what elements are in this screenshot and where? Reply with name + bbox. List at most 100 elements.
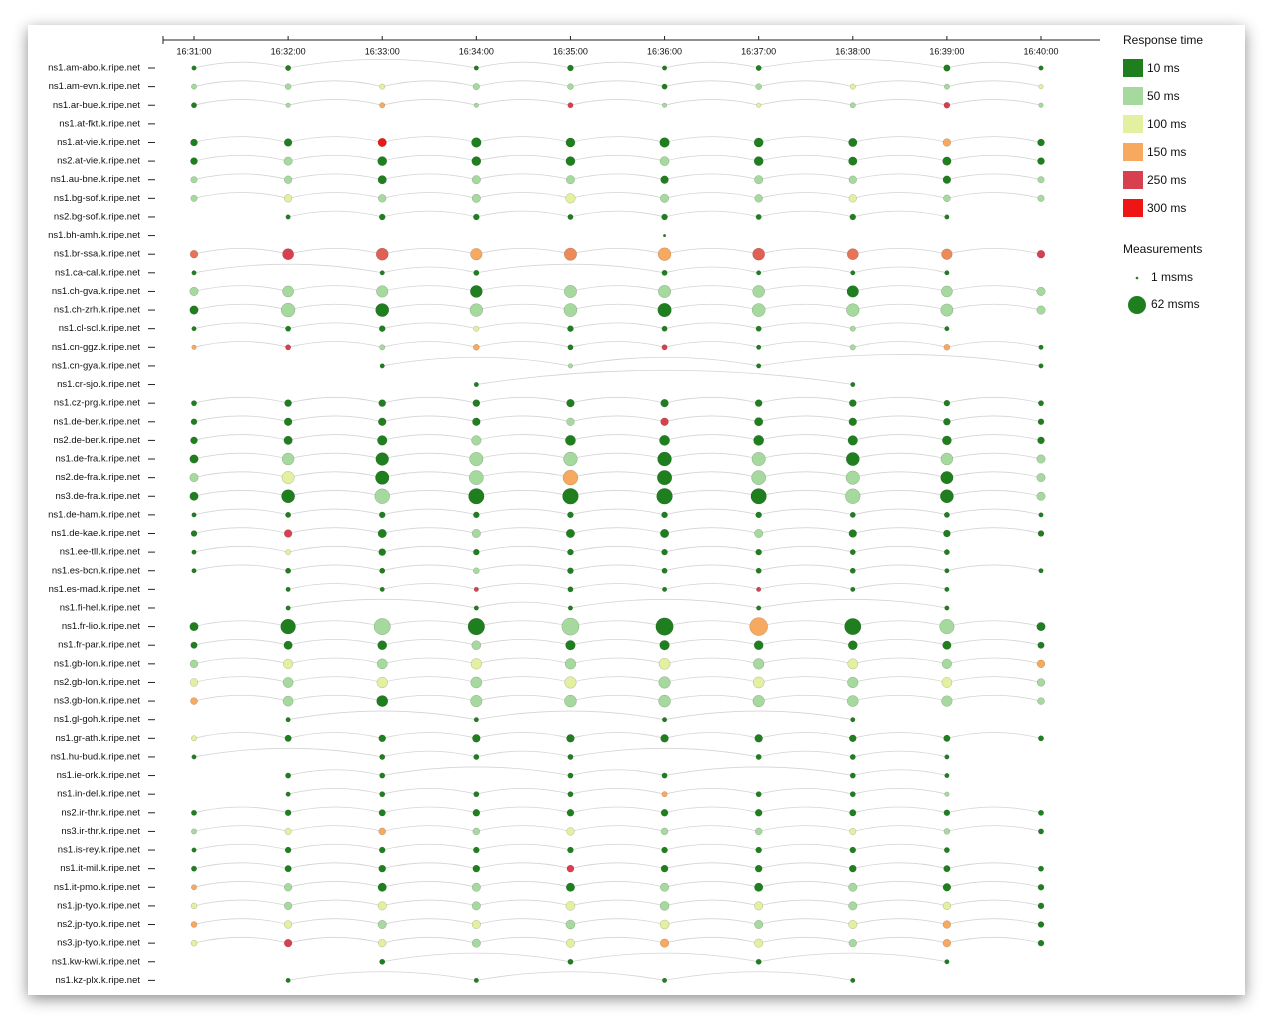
dot	[566, 734, 575, 743]
dot	[754, 882, 764, 892]
flow-arc	[946, 341, 1042, 348]
dot	[755, 753, 762, 760]
flow-arc	[288, 676, 383, 683]
flow-arc	[664, 971, 853, 981]
flow-arc	[476, 210, 571, 218]
dot	[378, 511, 386, 519]
legend-swatch	[1123, 87, 1143, 105]
dot	[850, 977, 856, 983]
dot	[377, 528, 387, 539]
flow-arc	[382, 862, 477, 870]
dot	[567, 548, 574, 556]
dot	[282, 695, 294, 707]
dot	[378, 399, 386, 407]
flow-arc	[476, 192, 571, 199]
flow-arc	[758, 266, 853, 274]
flow-arc	[852, 787, 947, 795]
flow-arc	[664, 508, 759, 516]
flow-arc	[570, 676, 665, 683]
row-label: ns1.gl-goh.k.ripe.net	[54, 714, 140, 725]
dot	[755, 325, 762, 332]
dot	[754, 528, 764, 539]
flow-arc	[852, 490, 947, 497]
flow-arc	[664, 247, 759, 255]
dot	[471, 175, 481, 185]
dot	[942, 640, 952, 650]
dot	[751, 451, 766, 467]
dot	[285, 567, 292, 574]
dot	[849, 753, 856, 760]
row-label: ns1.cl-scl.k.ripe.net	[59, 323, 141, 334]
dot	[661, 213, 668, 221]
flow-arc	[476, 732, 571, 739]
dot	[753, 156, 764, 166]
dot	[473, 846, 480, 854]
flow-arc	[570, 341, 665, 348]
dot	[379, 363, 385, 369]
dot	[473, 753, 480, 760]
dot	[1036, 305, 1046, 315]
flow-arc	[382, 415, 477, 423]
dot	[846, 303, 860, 317]
flow-arc	[288, 99, 383, 106]
flow-arc	[382, 657, 477, 665]
flow-arc	[758, 918, 853, 925]
dot	[943, 64, 951, 72]
dot	[848, 901, 858, 911]
flow-arc	[288, 598, 477, 609]
dot	[563, 303, 578, 317]
x-axis: 16:31:00 16:32:00 16:33:00 16:34:00 16:35:00…	[162, 36, 1100, 56]
flow-arc	[946, 732, 1042, 739]
dot	[943, 344, 951, 351]
dot	[753, 137, 764, 148]
dot	[191, 884, 197, 891]
flow-arc	[852, 285, 947, 292]
dot	[1037, 921, 1045, 928]
flow-arc	[288, 638, 383, 646]
flow-arc	[288, 545, 383, 553]
dot	[755, 567, 762, 574]
dot	[850, 270, 856, 276]
dot	[567, 64, 574, 72]
row-label: ns1.es-bcn.k.ripe.net	[52, 565, 141, 576]
dot	[280, 302, 296, 318]
flow-arc	[946, 918, 1042, 925]
dot	[1037, 138, 1045, 147]
flow-arc	[288, 732, 383, 739]
flow-arc	[570, 545, 665, 553]
flow-arc	[852, 732, 947, 739]
dot	[283, 529, 293, 538]
flow-arc	[664, 732, 759, 739]
flow-arc	[758, 862, 853, 870]
dot	[755, 214, 762, 220]
flow-arc	[758, 881, 853, 888]
flow-arc	[288, 303, 383, 311]
dot	[755, 958, 762, 965]
dot	[567, 102, 574, 109]
row-label: ns3.de-fra.k.ripe.net	[56, 491, 141, 502]
flow-arc	[758, 694, 853, 702]
flow-arc	[664, 210, 759, 218]
flow-arc	[476, 564, 571, 572]
dot	[660, 175, 669, 184]
flow-arc	[852, 806, 947, 814]
dot	[285, 549, 292, 556]
row-label: ns1.de-ham.k.ripe.net	[48, 509, 140, 520]
dot	[1038, 568, 1044, 574]
flow-arc	[946, 434, 1042, 441]
dot	[189, 286, 199, 296]
flow-arc	[758, 899, 853, 907]
dot	[941, 677, 953, 688]
dot	[565, 528, 575, 539]
flow-arc	[193, 471, 289, 479]
flow-arc	[193, 899, 289, 907]
flow-arc	[288, 825, 383, 832]
flow-arc	[852, 657, 947, 665]
dot	[189, 491, 199, 501]
dot	[566, 809, 575, 817]
flow-arc	[852, 471, 947, 479]
flow-arc	[382, 80, 477, 88]
dot	[752, 695, 765, 708]
x-tick-label: 16:38:00	[835, 46, 870, 56]
flow-arc	[570, 843, 665, 851]
